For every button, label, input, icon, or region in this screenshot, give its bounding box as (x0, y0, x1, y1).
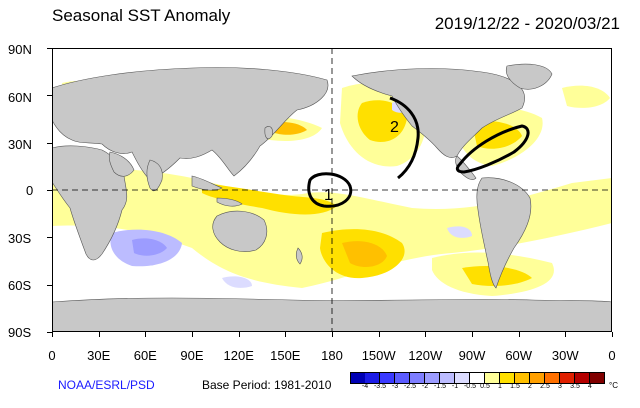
colorbar-swatch (500, 372, 515, 384)
colorbar-swatch (470, 372, 485, 384)
lon-tick (472, 332, 473, 337)
colorbar-tick-label: 0.5 (480, 383, 490, 390)
lat-tick (47, 237, 52, 239)
colorbar-swatch (575, 372, 590, 384)
colorbar-swatch (440, 372, 455, 384)
colorbar-swatch (410, 372, 425, 384)
lat-tick (47, 284, 52, 286)
lon-tick (612, 332, 613, 337)
lon-tick (378, 332, 380, 337)
credit-text: NOAA/ESRL/PSD (58, 378, 155, 392)
lon-tick (238, 332, 240, 337)
lon-label: 0 (608, 348, 616, 363)
base-period: Base Period: 1981-2010 (202, 378, 332, 392)
colorbar-swatch (590, 372, 605, 384)
lon-label: 30W (551, 348, 579, 363)
lat-label: 60S (8, 278, 32, 293)
colorbar-tick-label: -1.5 (433, 383, 447, 390)
colorbar-tick-label: 3 (558, 383, 562, 390)
lon-tick (425, 332, 427, 337)
colorbar-swatch (380, 372, 395, 384)
colorbar-unit: °C (609, 381, 618, 390)
colorbar-tick-label: -0.5 (463, 383, 477, 390)
colorbar-tick-label: -1 (451, 383, 459, 390)
annotation-label-2: 2 (390, 119, 399, 136)
lat-tick (47, 95, 52, 97)
annotation-marks (307, 96, 530, 208)
colorbar-swatch (485, 372, 500, 384)
lon-tick (52, 332, 53, 337)
colorbar-swatch (425, 372, 440, 384)
map-title: Seasonal SST Anomaly (52, 6, 231, 25)
lon-tick (192, 332, 193, 337)
sst-anomaly-map: 1 2 (52, 48, 612, 332)
lon-label: 30E (87, 348, 111, 363)
lon-tick (285, 332, 287, 337)
lat-tick (47, 332, 52, 333)
colorbar-tick-label: -4 (361, 383, 369, 390)
lon-tick (145, 332, 147, 337)
lat-label: 90S (8, 325, 32, 340)
lat-label: 60N (8, 90, 32, 105)
colorbar-tick-label: -3.5 (373, 383, 387, 390)
colorbar-tick-label: 1.5 (510, 383, 520, 390)
lon-tick (332, 332, 333, 337)
colorbar-swatch (530, 372, 545, 384)
colorbar-tick-label: 2.5 (540, 383, 550, 390)
lon-label: 60W (505, 348, 533, 363)
colorbar-swatch (395, 372, 410, 384)
lon-tick (565, 332, 567, 337)
colorbar-tick-label: 2 (528, 383, 532, 390)
annotation-label-1: 1 (324, 187, 333, 204)
lon-label: 90W (458, 348, 486, 363)
colorbar-tick-label: -2 (421, 383, 429, 390)
lon-label: 90E (180, 348, 204, 363)
colorbar-tick-label: -2.5 (403, 383, 417, 390)
land (52, 63, 612, 332)
colorbar-tick-label: 3.5 (570, 383, 580, 390)
lat-label: 90N (8, 42, 32, 57)
colorbar-tick-label: 4 (588, 383, 592, 390)
lat-tick (47, 190, 52, 191)
lon-label: 180 (321, 348, 343, 363)
date-range: 2019/12/22 - 2020/03/21 (434, 14, 620, 33)
colorbar-swatch (455, 372, 470, 384)
lon-tick (518, 332, 520, 337)
lat-label: 30S (8, 231, 32, 246)
lat-tick (47, 48, 52, 49)
lon-tick (98, 332, 100, 337)
lon-label: 120W (408, 348, 443, 363)
lon-label: 120E (223, 348, 254, 363)
lon-label: 150E (270, 348, 301, 363)
colorbar-tick-label: -3 (391, 383, 399, 390)
colorbar-swatch (515, 372, 530, 384)
colorbar-swatch (365, 372, 380, 384)
lon-label: 0 (48, 348, 56, 363)
lat-tick (47, 142, 52, 144)
colorbar-swatch (545, 372, 560, 384)
colorbar-swatch (560, 372, 575, 384)
lat-label: 0 (26, 183, 34, 198)
lon-label: 150W (361, 348, 396, 363)
colorbar-tick-label: 1 (498, 383, 502, 390)
lon-label: 60E (133, 348, 157, 363)
lat-label: 30N (8, 137, 32, 152)
